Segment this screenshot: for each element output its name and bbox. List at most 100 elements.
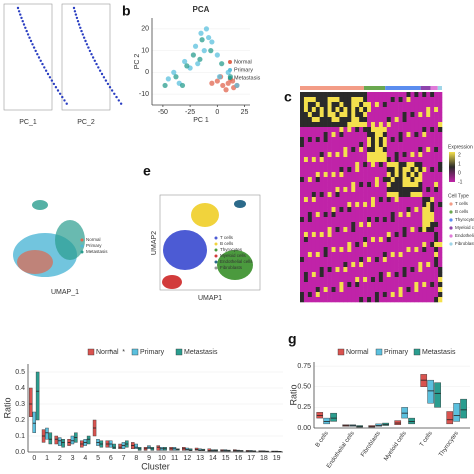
heat-cell	[394, 122, 399, 128]
heat-cell	[386, 257, 392, 263]
heat-cell	[347, 232, 352, 238]
box	[460, 398, 467, 419]
heat-cell	[300, 287, 305, 293]
heat-cell	[406, 182, 411, 188]
heat-cell	[359, 227, 364, 233]
heat-cell	[371, 162, 376, 168]
heat-cell	[410, 177, 415, 183]
heat-cell	[426, 237, 431, 243]
dot	[115, 95, 118, 99]
heat-cell	[438, 147, 443, 153]
heat-cell	[394, 97, 399, 103]
heat-cell	[351, 132, 356, 138]
dot	[56, 89, 60, 92]
heat-cell	[347, 237, 352, 243]
heat-cell	[406, 157, 411, 163]
heat-cell	[347, 247, 352, 253]
heat-cell	[410, 292, 415, 298]
legend-label: Metastasis	[422, 349, 456, 356]
heat-cell	[410, 267, 415, 273]
heat-cell	[418, 112, 423, 118]
heat-cell	[300, 237, 305, 243]
heat-cell	[434, 97, 439, 103]
heat-cell	[323, 192, 328, 198]
heat-cell	[402, 162, 407, 168]
heat-cell	[307, 287, 313, 293]
heat-cell	[430, 182, 435, 188]
heat-cell	[374, 252, 380, 258]
heat-cell	[418, 287, 423, 293]
heat-cell	[339, 122, 344, 128]
x-tick-label: 0	[215, 109, 219, 116]
heat-cell	[398, 207, 403, 213]
heat-cell	[426, 247, 431, 253]
heat-cell	[386, 237, 392, 243]
heat-cell	[406, 162, 411, 168]
heat-cell	[390, 152, 395, 158]
heat-cell	[315, 282, 321, 288]
x-tick-label: -25	[185, 109, 195, 116]
heat-cell	[347, 167, 352, 173]
heat-cell	[382, 132, 388, 138]
heat-cell	[430, 107, 435, 113]
heat-cell	[434, 222, 439, 228]
heat-cell	[300, 202, 305, 208]
heat-cell	[351, 137, 356, 143]
heat-cell	[382, 222, 388, 228]
heat-cell	[386, 212, 392, 218]
heat-cell	[343, 297, 348, 303]
heat-cell	[378, 237, 384, 243]
heat-cell	[434, 207, 439, 213]
heat-cell	[363, 167, 368, 173]
heat-cell	[398, 297, 403, 303]
heat-cell	[359, 202, 364, 208]
heat-cell	[438, 247, 443, 253]
x-tick-label: 16	[234, 455, 242, 462]
heat-cell	[351, 242, 356, 248]
heat-cell	[347, 297, 352, 303]
heat-cell	[386, 272, 392, 278]
heat-cell	[359, 247, 364, 253]
heat-cell	[367, 117, 372, 123]
heat-cell	[378, 122, 384, 128]
loading-dots	[16, 6, 123, 105]
legend-label: Endothelial cells	[455, 233, 474, 238]
heat-cell	[414, 207, 419, 213]
heat-cell	[394, 92, 399, 98]
heat-cell	[422, 152, 427, 158]
legend-label: B cells	[220, 241, 234, 246]
heat-cell	[319, 297, 324, 303]
point	[214, 52, 220, 58]
heat-cell	[347, 92, 352, 98]
heat-cell	[402, 192, 407, 198]
heat-cell	[363, 172, 368, 178]
y-tick-label: 0.00	[297, 425, 311, 432]
heat-cell	[430, 247, 435, 253]
heat-cell	[347, 142, 352, 148]
heat-cell	[378, 182, 384, 188]
heat-cell	[307, 182, 313, 188]
heat-cell	[398, 112, 403, 118]
heat-cell	[386, 157, 392, 163]
heat-cell	[394, 202, 399, 208]
heat-cell	[303, 287, 309, 293]
heat-cell	[402, 107, 407, 113]
heat-cell	[303, 157, 309, 163]
heat-cell	[402, 97, 407, 103]
heat-cell	[390, 212, 395, 218]
heat-cell	[351, 257, 356, 263]
heat-cell	[378, 177, 384, 183]
heat-cell	[323, 92, 328, 98]
heat-cell	[307, 122, 313, 128]
heat-cell	[394, 297, 399, 303]
heat-cell	[303, 182, 309, 188]
heat-cell	[406, 237, 411, 243]
heat-cell	[335, 127, 340, 133]
legend-label: Myeloid cells	[220, 253, 247, 258]
heat-cell	[426, 187, 431, 193]
heat-cell	[323, 267, 328, 273]
heat-cell	[339, 227, 344, 233]
heat-cell	[363, 187, 368, 193]
heat-cell	[402, 242, 407, 248]
heat-cell	[371, 137, 376, 143]
